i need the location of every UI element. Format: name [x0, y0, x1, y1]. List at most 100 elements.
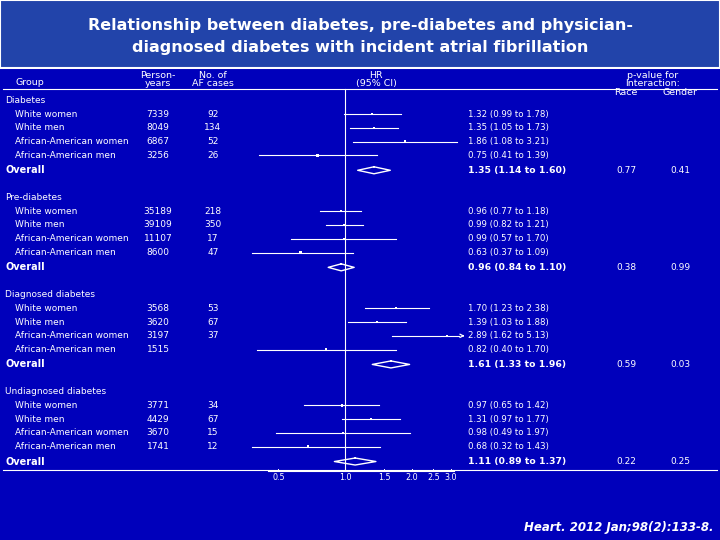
Text: 1.70 (1.23 to 2.38): 1.70 (1.23 to 2.38) [468, 303, 549, 313]
Text: 1741: 1741 [147, 442, 169, 451]
Text: 1.35 (1.05 to 1.73): 1.35 (1.05 to 1.73) [468, 123, 549, 132]
Text: 2.0: 2.0 [405, 472, 418, 482]
Text: diagnosed diabetes with incident atrial fibrillation: diagnosed diabetes with incident atrial … [132, 40, 588, 55]
Text: 0.59: 0.59 [616, 360, 636, 369]
Text: Race: Race [614, 88, 638, 97]
Text: Interaction:: Interaction: [626, 79, 680, 88]
Bar [340, 210, 343, 212]
Text: 0.38: 0.38 [616, 263, 636, 272]
Text: 35189: 35189 [143, 207, 172, 215]
Text: 3197: 3197 [146, 332, 169, 340]
Text: Overall: Overall [5, 165, 45, 176]
Text: African-American men: African-American men [15, 248, 116, 257]
Bar [343, 238, 346, 240]
Text: Undiagnosed diabetes: Undiagnosed diabetes [5, 387, 106, 396]
Text: 0.96 (0.84 to 1.10): 0.96 (0.84 to 1.10) [468, 263, 566, 272]
Text: 7339: 7339 [146, 110, 169, 119]
Text: 1.11 (0.89 to 1.37): 1.11 (0.89 to 1.37) [468, 457, 566, 466]
Text: 0.96 (0.77 to 1.18): 0.96 (0.77 to 1.18) [468, 207, 549, 215]
Text: Heart. 2012 Jan;98(2):133-8.: Heart. 2012 Jan;98(2):133-8. [524, 521, 714, 534]
Text: 6867: 6867 [146, 137, 169, 146]
Text: 4429: 4429 [147, 415, 169, 423]
Text: 0.77: 0.77 [616, 166, 636, 175]
Text: White men: White men [15, 415, 65, 423]
Text: 0.82 (0.40 to 1.70): 0.82 (0.40 to 1.70) [468, 345, 549, 354]
Text: White women: White women [15, 207, 77, 215]
Text: Gender: Gender [662, 88, 698, 97]
Text: 218: 218 [204, 207, 222, 215]
Text: 67: 67 [207, 318, 219, 327]
Text: 134: 134 [204, 123, 222, 132]
Text: Pre-diabetes: Pre-diabetes [5, 193, 62, 202]
Text: African-American men: African-American men [15, 151, 116, 160]
Text: 1.61 (1.33 to 1.96): 1.61 (1.33 to 1.96) [468, 360, 566, 369]
Text: 0.41: 0.41 [670, 166, 690, 175]
Bar [395, 307, 397, 309]
Text: 2.5: 2.5 [427, 472, 440, 482]
Text: 3568: 3568 [146, 303, 169, 313]
Text: 3620: 3620 [147, 318, 169, 327]
Text: 39109: 39109 [143, 220, 172, 230]
Text: White men: White men [15, 318, 65, 327]
Text: 1.32 (0.99 to 1.78): 1.32 (0.99 to 1.78) [468, 110, 549, 119]
Text: No. of: No. of [199, 71, 227, 80]
Text: 47: 47 [207, 248, 219, 257]
Text: 1.5: 1.5 [378, 472, 390, 482]
Text: 3256: 3256 [147, 151, 169, 160]
Bar [376, 321, 378, 323]
Text: African-American women: African-American women [15, 332, 129, 340]
Text: AF cases: AF cases [192, 79, 234, 88]
Text: 350: 350 [204, 220, 222, 230]
Text: years: years [145, 79, 171, 88]
Text: 37: 37 [207, 332, 219, 340]
Text: Overall: Overall [5, 360, 45, 369]
Bar [316, 154, 319, 157]
Text: 0.25: 0.25 [670, 457, 690, 466]
Text: 0.99: 0.99 [670, 263, 690, 272]
Text: African-American women: African-American women [15, 428, 129, 437]
Text: Relationship between diabetes, pre-diabetes and physician-: Relationship between diabetes, pre-diabe… [88, 18, 632, 33]
Text: Diagnosed diabetes: Diagnosed diabetes [5, 290, 95, 299]
Text: 1.31 (0.97 to 1.77): 1.31 (0.97 to 1.77) [468, 415, 549, 423]
Text: (95% CI): (95% CI) [356, 79, 397, 88]
Text: 2.89 (1.62 to 5.13): 2.89 (1.62 to 5.13) [468, 332, 549, 340]
Text: Diabetes: Diabetes [5, 96, 45, 105]
Text: 53: 53 [207, 303, 219, 313]
Bar [404, 140, 406, 143]
Bar [370, 418, 372, 420]
Text: 1515: 1515 [146, 345, 169, 354]
Bar [446, 335, 449, 337]
Text: 67: 67 [207, 415, 219, 423]
Text: HR: HR [369, 71, 383, 80]
Text: 92: 92 [207, 110, 219, 119]
Text: White women: White women [15, 401, 77, 410]
Text: 26: 26 [207, 151, 219, 160]
Text: 0.97 (0.65 to 1.42): 0.97 (0.65 to 1.42) [468, 401, 549, 410]
Text: 8600: 8600 [146, 248, 169, 257]
Text: 3670: 3670 [146, 428, 169, 437]
Text: 0.75 (0.41 to 1.39): 0.75 (0.41 to 1.39) [468, 151, 549, 160]
Text: 1.0: 1.0 [339, 472, 351, 482]
Text: Person-: Person- [140, 71, 176, 80]
Text: 52: 52 [207, 137, 219, 146]
Text: 0.99 (0.57 to 1.70): 0.99 (0.57 to 1.70) [468, 234, 549, 243]
Text: 0.98 (0.49 to 1.97): 0.98 (0.49 to 1.97) [468, 428, 549, 437]
Text: Overall: Overall [5, 456, 45, 467]
Text: White men: White men [15, 220, 65, 230]
Text: 11107: 11107 [143, 234, 172, 243]
Text: 0.5: 0.5 [272, 472, 284, 482]
Bar [341, 404, 343, 407]
Text: African-American men: African-American men [15, 345, 116, 354]
Text: 0.99 (0.82 to 1.21): 0.99 (0.82 to 1.21) [468, 220, 549, 230]
Text: 3771: 3771 [146, 401, 169, 410]
Text: White women: White women [15, 303, 77, 313]
Bar [373, 126, 375, 129]
Text: 1.39 (1.03 to 1.88): 1.39 (1.03 to 1.88) [468, 318, 549, 327]
Text: 0.03: 0.03 [670, 360, 690, 369]
Text: 8049: 8049 [147, 123, 169, 132]
Text: Group: Group [15, 78, 44, 87]
Bar [300, 251, 302, 254]
Text: Overall: Overall [5, 262, 45, 272]
Bar [343, 224, 346, 226]
Bar [325, 348, 328, 351]
